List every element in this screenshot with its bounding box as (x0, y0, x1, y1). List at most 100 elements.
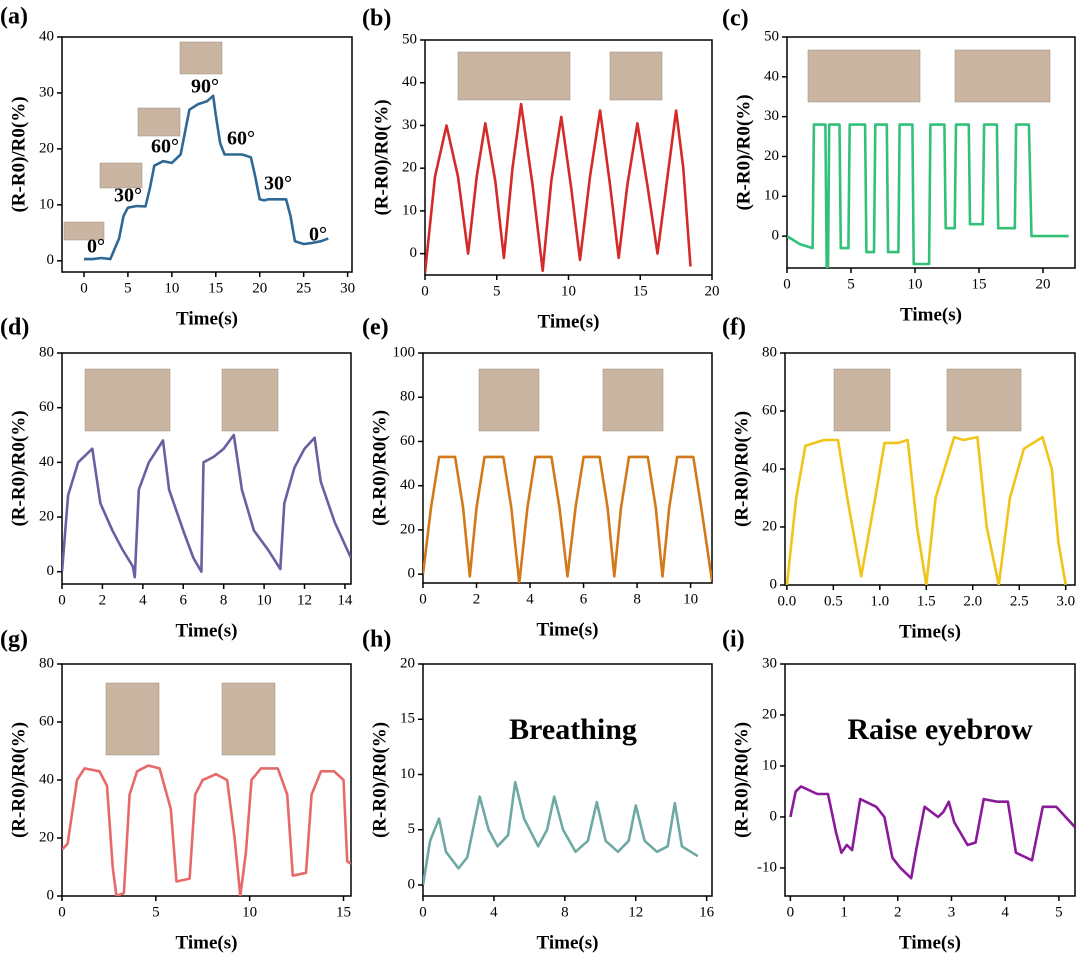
y-tick-label: 0 (772, 228, 780, 244)
y-tick-label: 20 (764, 148, 779, 164)
x-tick-label: 0 (787, 904, 795, 920)
photo (179, 41, 223, 75)
x-tick-label: 0 (58, 904, 66, 920)
y-tick-label: 40 (764, 68, 779, 84)
plot-frame (422, 663, 713, 897)
x-tick-label: 0 (419, 904, 427, 920)
x-tick-label: 10 (164, 280, 179, 296)
x-tick-label: 1.5 (917, 593, 936, 609)
y-tick-label: 5 (408, 821, 416, 837)
panel-label: (d) (0, 315, 29, 341)
y-tick-label: 0 (408, 566, 416, 582)
x-tick-label: 3.0 (1056, 593, 1075, 609)
panel-label: (i) (722, 627, 745, 653)
y-tick-label: 0 (47, 563, 55, 579)
x-tick-label: 6 (180, 592, 188, 608)
x-tick-label: 20 (252, 280, 267, 296)
x-tick-label: 0 (58, 592, 66, 608)
plot-frame (424, 39, 713, 276)
y-axis-label: (R-R0)/R0(%) (8, 410, 29, 526)
x-tick-label: 3 (948, 904, 956, 920)
y-axis-label: (R-R0)/R0(%) (731, 722, 752, 838)
x-tick-label: 5 (847, 276, 855, 292)
photo (105, 682, 160, 756)
x-tick-label: 1.0 (870, 593, 889, 609)
x-tick-label: 8 (633, 591, 641, 607)
y-tick-label: 20 (400, 655, 415, 671)
x-tick-label: 4 (1001, 904, 1009, 920)
photo (954, 49, 1051, 103)
plot-frame (784, 663, 1076, 897)
y-tick-label: 60 (39, 713, 54, 729)
annotation: 0° (309, 224, 327, 246)
y-tick-label: 15 (400, 711, 415, 727)
y-axis-label: (R-R0)/R0(%) (8, 96, 29, 212)
x-tick-label: 10 (683, 591, 698, 607)
y-tick-label: 0 (770, 808, 778, 824)
annotation: 0° (87, 236, 105, 258)
y-axis-label: (R-R0)/R0(%) (369, 722, 390, 838)
photo (478, 368, 540, 432)
plot-frame (786, 36, 1076, 269)
x-axis-label: Time(s) (537, 932, 599, 953)
x-axis-label: Time(s) (538, 311, 600, 332)
panel-label: (h) (362, 627, 391, 653)
x-tick-label: 0.0 (777, 593, 796, 609)
x-tick-label: 0 (783, 276, 791, 292)
y-tick-label: 20 (39, 829, 54, 845)
x-tick-label: 2.5 (1010, 593, 1029, 609)
y-tick-label: 40 (402, 74, 417, 90)
y-tick-label: 80 (762, 344, 777, 360)
y-tick-label: 80 (39, 655, 54, 671)
x-tick-label: 10 (561, 283, 576, 299)
y-axis-label: (R-R0)/R0(%) (731, 411, 752, 527)
y-tick-label: 80 (39, 344, 54, 360)
panel-label: (b) (362, 6, 391, 32)
x-axis-label: Time(s) (900, 304, 962, 325)
photo (946, 368, 1022, 432)
x-tick-label: 14 (337, 592, 353, 608)
data-line (425, 102, 692, 274)
data-line (787, 123, 1069, 268)
y-tick-label: 0 (770, 576, 778, 592)
y-tick-label: 30 (762, 655, 777, 671)
x-axis-label: Time(s) (176, 620, 238, 641)
x-tick-label: 15 (208, 280, 223, 296)
plot-frame (61, 36, 353, 273)
y-tick-label: 20 (400, 521, 415, 537)
y-tick-label: 10 (400, 766, 415, 782)
x-tick-label: 16 (699, 904, 715, 920)
y-tick-label: 10 (762, 757, 777, 773)
x-axis-label: Time(s) (899, 621, 961, 642)
photo (457, 51, 571, 101)
panel-label: (a) (0, 4, 28, 30)
y-tick-label: 80 (400, 389, 415, 405)
annotation: Breathing (509, 713, 637, 746)
data-line (62, 764, 351, 896)
photo (137, 107, 181, 137)
x-tick-label: 1 (840, 904, 848, 920)
annotation: 90° (191, 76, 219, 98)
x-tick-label: 12 (628, 904, 643, 920)
y-tick-label: 10 (39, 196, 54, 212)
y-tick-label: 40 (400, 477, 415, 493)
x-tick-label: 10 (242, 904, 257, 920)
x-tick-label: 5 (152, 904, 160, 920)
panel-label: (c) (722, 6, 749, 32)
x-tick-label: 15 (336, 904, 351, 920)
x-tick-label: 2 (473, 591, 481, 607)
annotation: 30° (264, 173, 292, 195)
x-tick-label: 0 (419, 591, 427, 607)
x-tick-label: 12 (297, 592, 312, 608)
x-tick-label: 20 (1036, 276, 1051, 292)
x-tick-label: 30 (340, 280, 355, 296)
panel-label: (e) (362, 315, 389, 341)
y-tick-label: 20 (762, 518, 777, 534)
y-tick-label: 10 (402, 202, 417, 218)
photo (63, 221, 105, 241)
photo (609, 51, 663, 101)
x-tick-label: 10 (257, 592, 272, 608)
y-tick-label: 60 (39, 399, 54, 415)
y-axis-label: (R-R0)/R0(%) (8, 722, 29, 838)
